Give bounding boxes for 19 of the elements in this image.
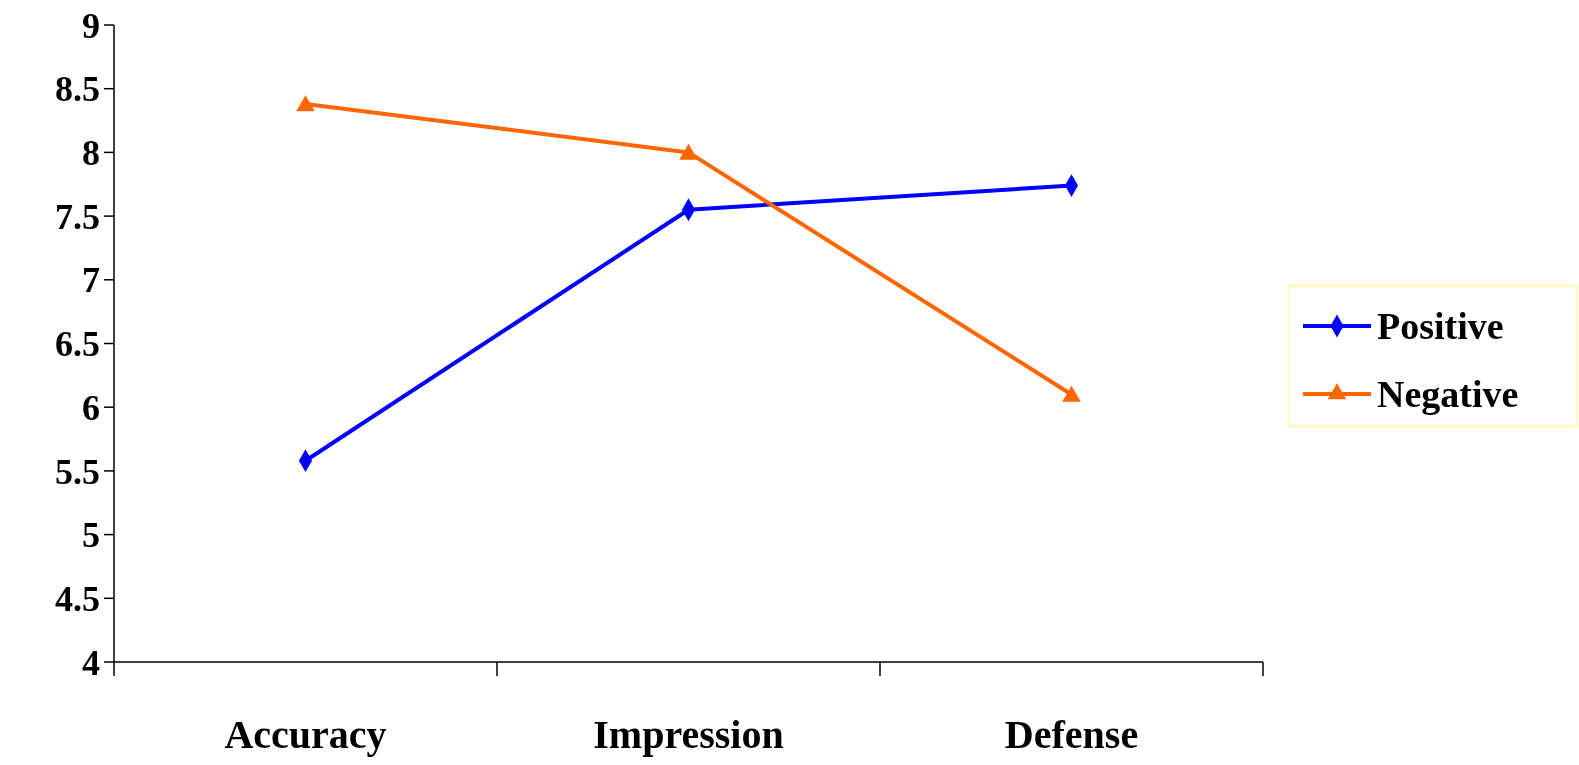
- y-tick-label: 6: [82, 387, 100, 428]
- y-tick-label: 4.5: [55, 578, 100, 619]
- point: [296, 95, 315, 112]
- y-tick-label: 5.5: [55, 451, 100, 492]
- y-tick-label: 9: [82, 5, 100, 46]
- y-tick-label: 4: [82, 642, 100, 683]
- x-tick-label: Defense: [1004, 712, 1139, 757]
- x-tick-label: Impression: [593, 712, 784, 757]
- y-tick-label: 8: [82, 133, 100, 173]
- y-tick-label: 8.5: [55, 69, 100, 110]
- point: [679, 143, 698, 160]
- y-tick-label: 7: [82, 260, 100, 301]
- y-tick-label: 5: [82, 515, 100, 556]
- y-tick-label: 6.5: [55, 324, 100, 365]
- legend-label: Negative: [1377, 373, 1519, 416]
- point: [1062, 385, 1081, 402]
- legend-label: Positive: [1377, 305, 1504, 348]
- y-tick-label: 7.5: [55, 196, 100, 237]
- x-tick-label: Accuracy: [224, 712, 387, 757]
